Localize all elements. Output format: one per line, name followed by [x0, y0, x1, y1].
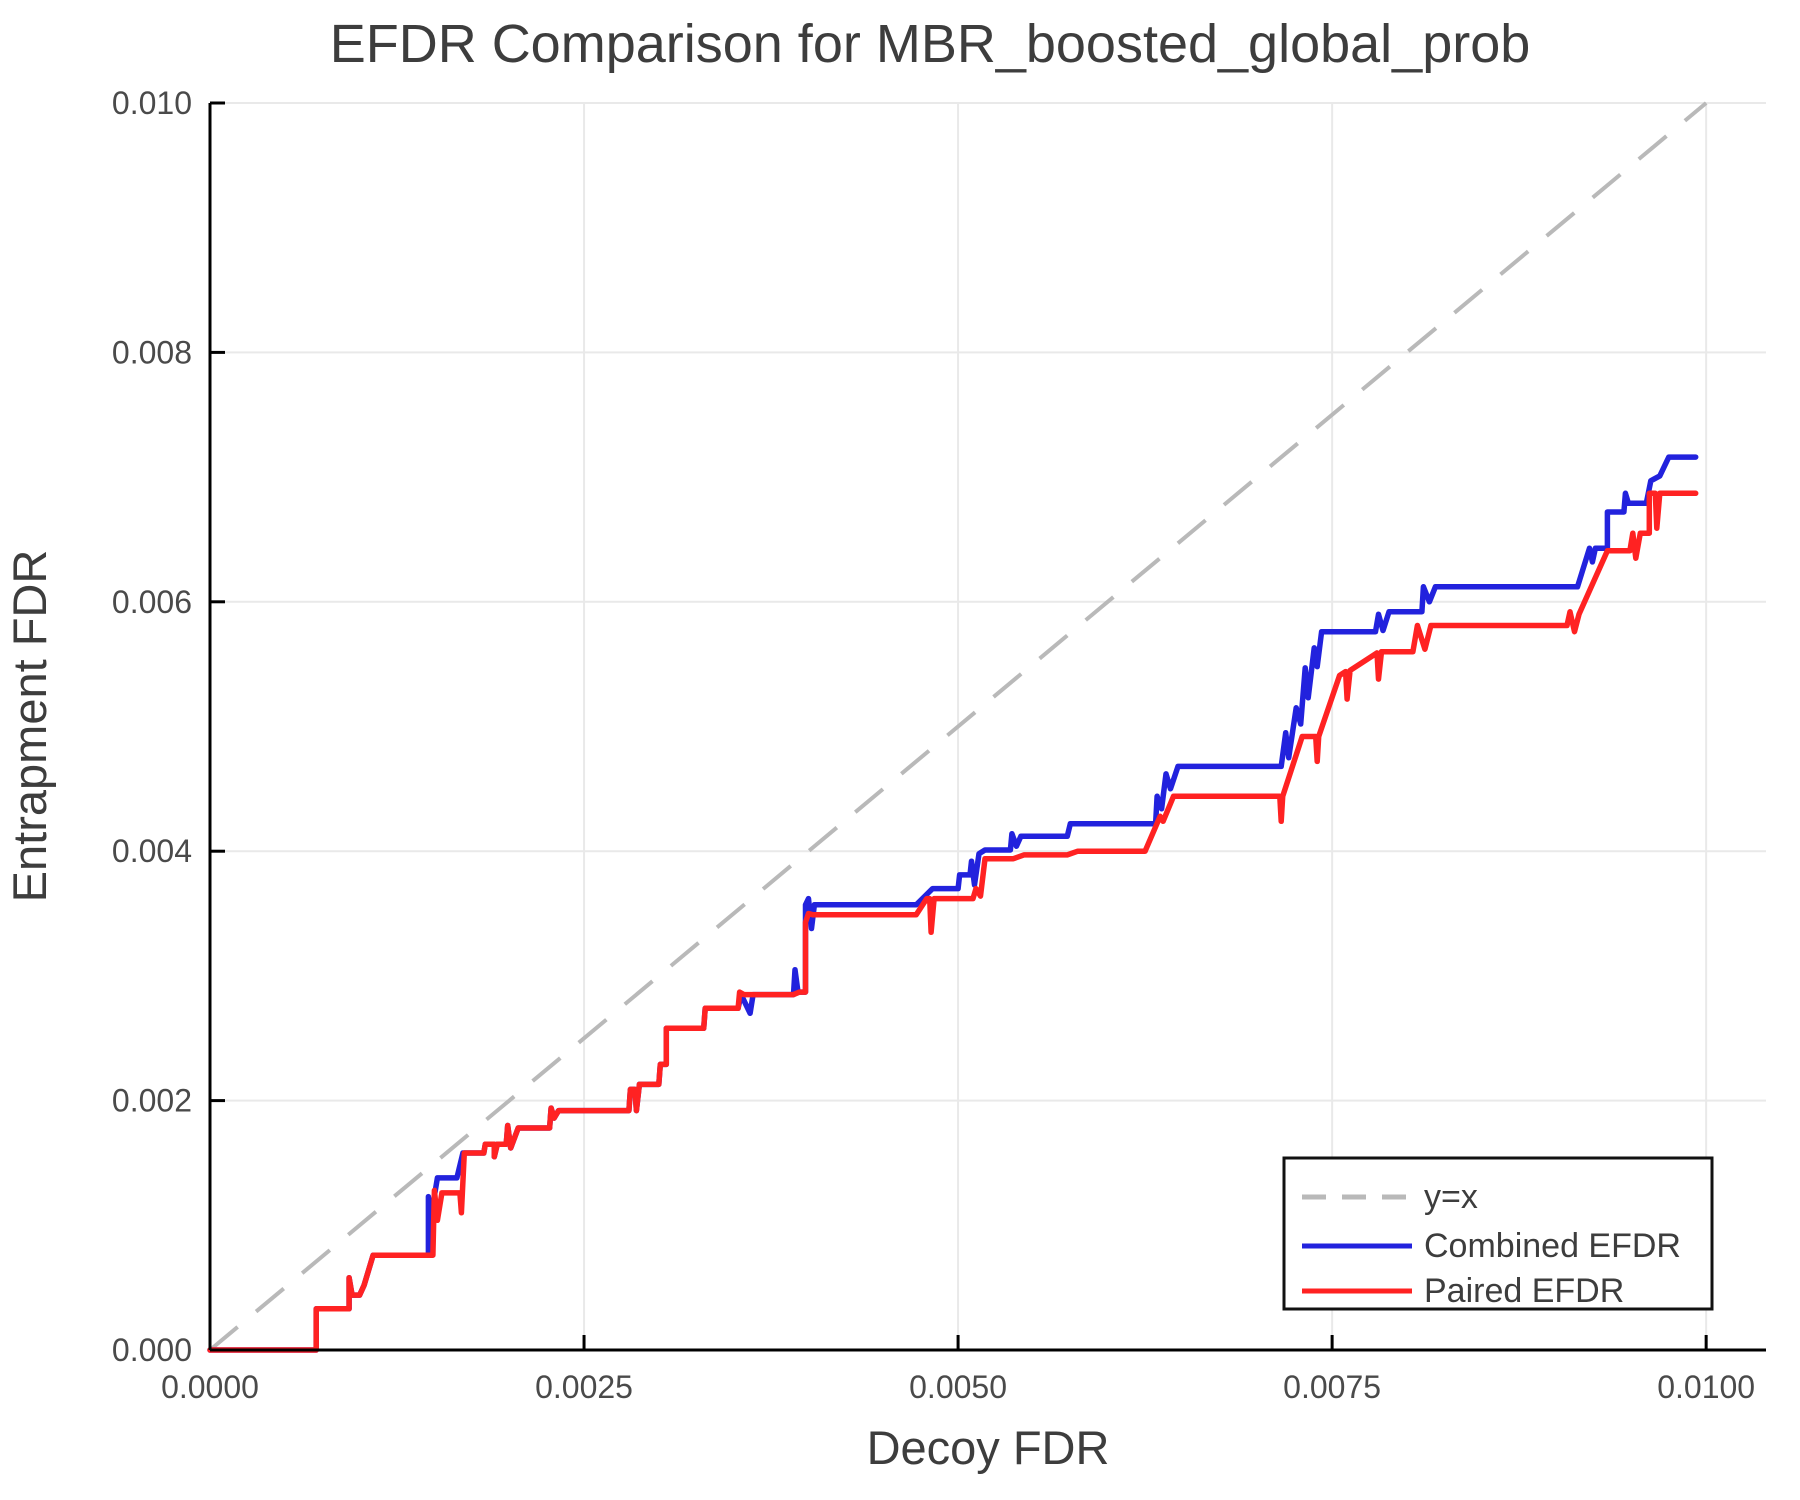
- x-axis-label: Decoy FDR: [867, 1421, 1110, 1474]
- legend-label-paired-efdr: Paired EFDR: [1424, 1272, 1624, 1310]
- x-tick-label: 0.0075: [1283, 1369, 1381, 1405]
- y-axis-label: Entrapment FDR: [3, 550, 56, 903]
- y-equals-x-line: [208, 101, 1708, 1352]
- x-tick-label: 0.0025: [535, 1369, 633, 1405]
- legend-label-yx: y=x: [1424, 1178, 1478, 1216]
- curve-paired-efdr: [207, 490, 1699, 1353]
- x-tick-label: 0.0050: [909, 1369, 1007, 1405]
- y-tick-label: 0.002: [112, 1083, 192, 1119]
- data-series: [207, 454, 1699, 1353]
- y-tick-label: 0.004: [112, 833, 192, 869]
- y-tick-label: 0.006: [112, 584, 192, 620]
- chart-title: EFDR Comparison for MBR_boosted_global_p…: [330, 14, 1531, 74]
- x-tick-label: 0.0000: [161, 1369, 259, 1405]
- legend-label-combined-efdr: Combined EFDR: [1424, 1227, 1681, 1265]
- legend: y=x Combined EFDR Paired EFDR: [1282, 1156, 1714, 1311]
- legend-box: [1282, 1156, 1714, 1311]
- axes: [208, 103, 1766, 1352]
- reference-diagonal: [208, 101, 1708, 1352]
- y-tick-label: 0.008: [112, 334, 192, 370]
- tick-labels: 0.0000 0.0025 0.0050 0.0075 0.0100 0.000 0.002…: [112, 85, 1755, 1405]
- x-tick-label: 0.0100: [1657, 1369, 1755, 1405]
- tick-marks: [208, 101, 1708, 1352]
- y-tick-label: 0.000: [112, 1332, 192, 1368]
- y-tick-label: 0.010: [112, 85, 192, 121]
